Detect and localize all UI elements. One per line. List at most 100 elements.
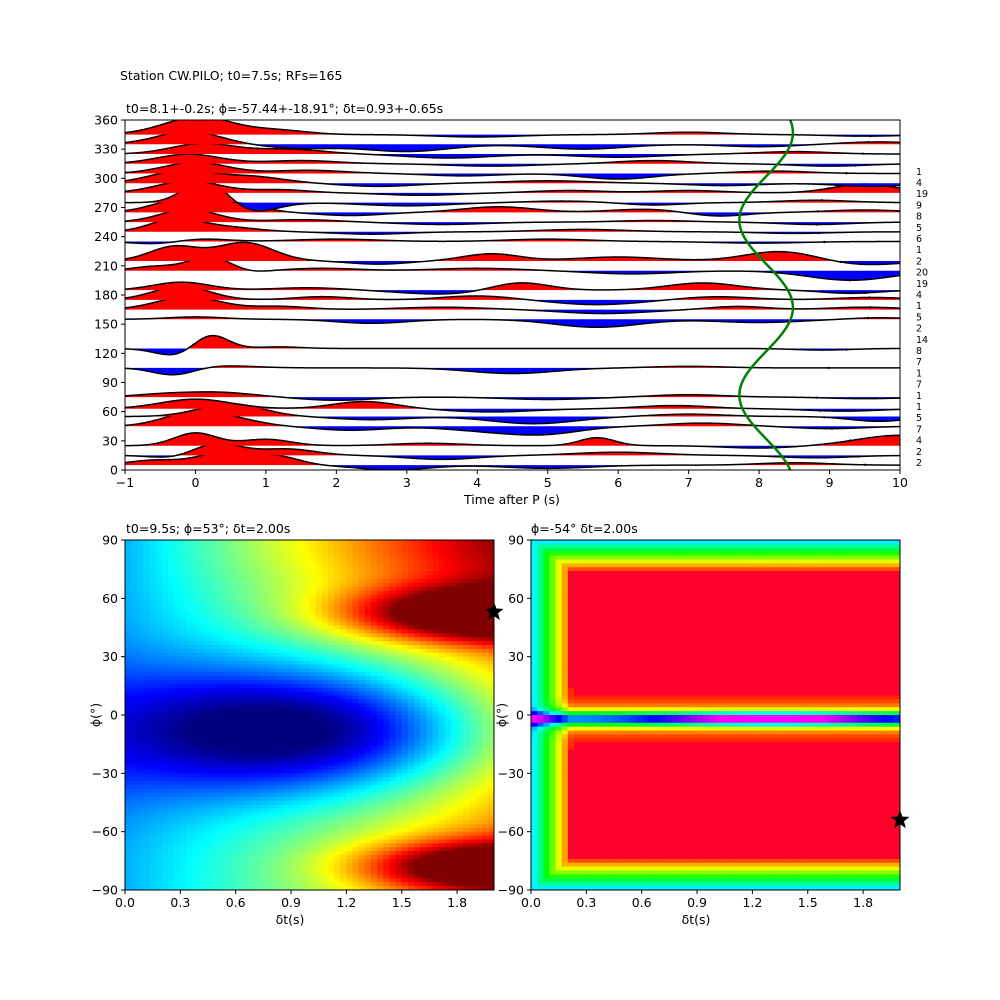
heatmap-cell <box>407 777 415 782</box>
heatmap-cell <box>346 827 354 833</box>
heatmap-cell <box>229 718 237 724</box>
heatmap-cell <box>248 610 255 615</box>
heatmap-cell <box>309 750 317 755</box>
heatmap-cell <box>229 691 237 697</box>
heatmap-cell <box>229 753 237 759</box>
trace-count-label: 7 <box>916 380 922 391</box>
heatmap-cell <box>260 648 268 654</box>
heatmap-cell <box>420 617 427 623</box>
heatmap-cell <box>291 543 298 549</box>
heatmap-cell <box>174 792 181 798</box>
heatmap-cell <box>272 567 280 572</box>
heatmap-cell <box>414 582 421 588</box>
heatmap-cell <box>334 750 341 755</box>
heatmap-cell <box>186 769 194 774</box>
heatmap-cell <box>241 559 249 564</box>
x-tick-label: −1 <box>116 475 134 490</box>
heatmap-cell <box>303 812 311 817</box>
heatmap-cell <box>125 602 132 607</box>
heatmap-cell <box>309 742 317 747</box>
heatmap-cell <box>272 777 280 782</box>
heatmap-cell <box>284 687 292 693</box>
heatmap-cell <box>395 613 403 619</box>
heatmap-cell <box>297 707 304 712</box>
heatmap-cell <box>248 808 255 813</box>
heatmap-cell <box>186 656 194 662</box>
heatmap-cell <box>420 730 427 736</box>
heatmap-cell <box>198 816 206 821</box>
heatmap-cell <box>309 870 317 876</box>
heatmap-cell <box>260 835 268 841</box>
heatmap-cell <box>217 567 224 572</box>
heatmap-cell <box>407 691 415 697</box>
heatmap-cell <box>161 851 169 856</box>
heatmap-cell <box>125 777 132 782</box>
heatmap-cell <box>346 874 354 879</box>
heatmap-cell <box>149 882 157 887</box>
heatmap-cell <box>303 687 311 693</box>
heatmap-cell <box>284 730 292 736</box>
heatmap-cell <box>358 769 366 774</box>
heatmap-cell <box>248 699 255 704</box>
heatmap-cell <box>211 808 218 813</box>
heatmap-cell <box>174 804 181 809</box>
heatmap-cell <box>426 594 434 599</box>
heatmap-cell <box>291 672 298 677</box>
heatmap-cell <box>198 866 206 872</box>
heatmap-cell <box>254 722 261 728</box>
heatmap-cell <box>284 742 292 747</box>
heatmap-cell <box>272 886 280 890</box>
heatmap-cell <box>327 687 335 693</box>
rf-pick-dot <box>823 240 826 244</box>
heatmap-cell <box>284 551 292 557</box>
rf-negative-fill <box>125 367 900 375</box>
rf-negative-fill <box>125 290 900 294</box>
heatmap-cell <box>407 613 415 619</box>
heatmap-cell <box>272 707 280 712</box>
heatmap-cell <box>161 711 169 716</box>
heatmap-cell <box>278 843 286 848</box>
heatmap-cell <box>284 874 292 879</box>
heatmap-cell <box>352 563 360 568</box>
heatmap-cell <box>352 571 360 576</box>
heatmap-cell <box>217 683 224 689</box>
heatmap-cell <box>229 757 237 763</box>
heatmap-cell <box>180 835 188 841</box>
heatmap-cell <box>420 621 427 627</box>
heatmap-cell <box>284 699 292 704</box>
heatmap-cell <box>137 765 145 771</box>
heatmap-cell <box>131 575 138 580</box>
heatmap-cell <box>266 874 274 879</box>
heatmap-cell <box>432 722 440 728</box>
heatmap-cell <box>309 683 317 689</box>
heatmap-cell <box>155 804 163 809</box>
heatmap-cell <box>143 629 151 634</box>
heatmap-cell <box>137 843 145 848</box>
heatmap-cell <box>334 722 341 728</box>
heatmap-cell <box>278 839 286 844</box>
heatmap-cell <box>414 687 421 693</box>
heatmap-cell <box>432 750 440 755</box>
heatmap-cell <box>340 870 347 876</box>
heatmap-cell <box>186 575 194 580</box>
heatmap-cell <box>180 575 188 580</box>
heatmap-cell <box>254 629 261 634</box>
heatmap-cell <box>229 543 237 549</box>
heatmap-cell <box>223 578 231 584</box>
heatmap-cell <box>297 753 304 759</box>
heatmap-cell <box>217 800 224 806</box>
heatmap-cell <box>168 582 175 588</box>
heatmap-cell <box>204 858 212 864</box>
heatmap-cell <box>266 718 274 724</box>
heatmap-cell <box>180 796 188 802</box>
heatmap-cell <box>352 637 360 642</box>
heatmap-cell <box>377 610 384 615</box>
heatmap-cell <box>161 582 169 588</box>
heatmap-cell <box>223 683 231 689</box>
heatmap-cell <box>186 559 194 564</box>
heatmap-cell <box>198 718 206 724</box>
rf-pick-dot <box>839 260 843 264</box>
heatmap-cell <box>272 699 280 704</box>
heatmap-cell <box>352 796 360 802</box>
heatmap-cell <box>371 683 378 689</box>
